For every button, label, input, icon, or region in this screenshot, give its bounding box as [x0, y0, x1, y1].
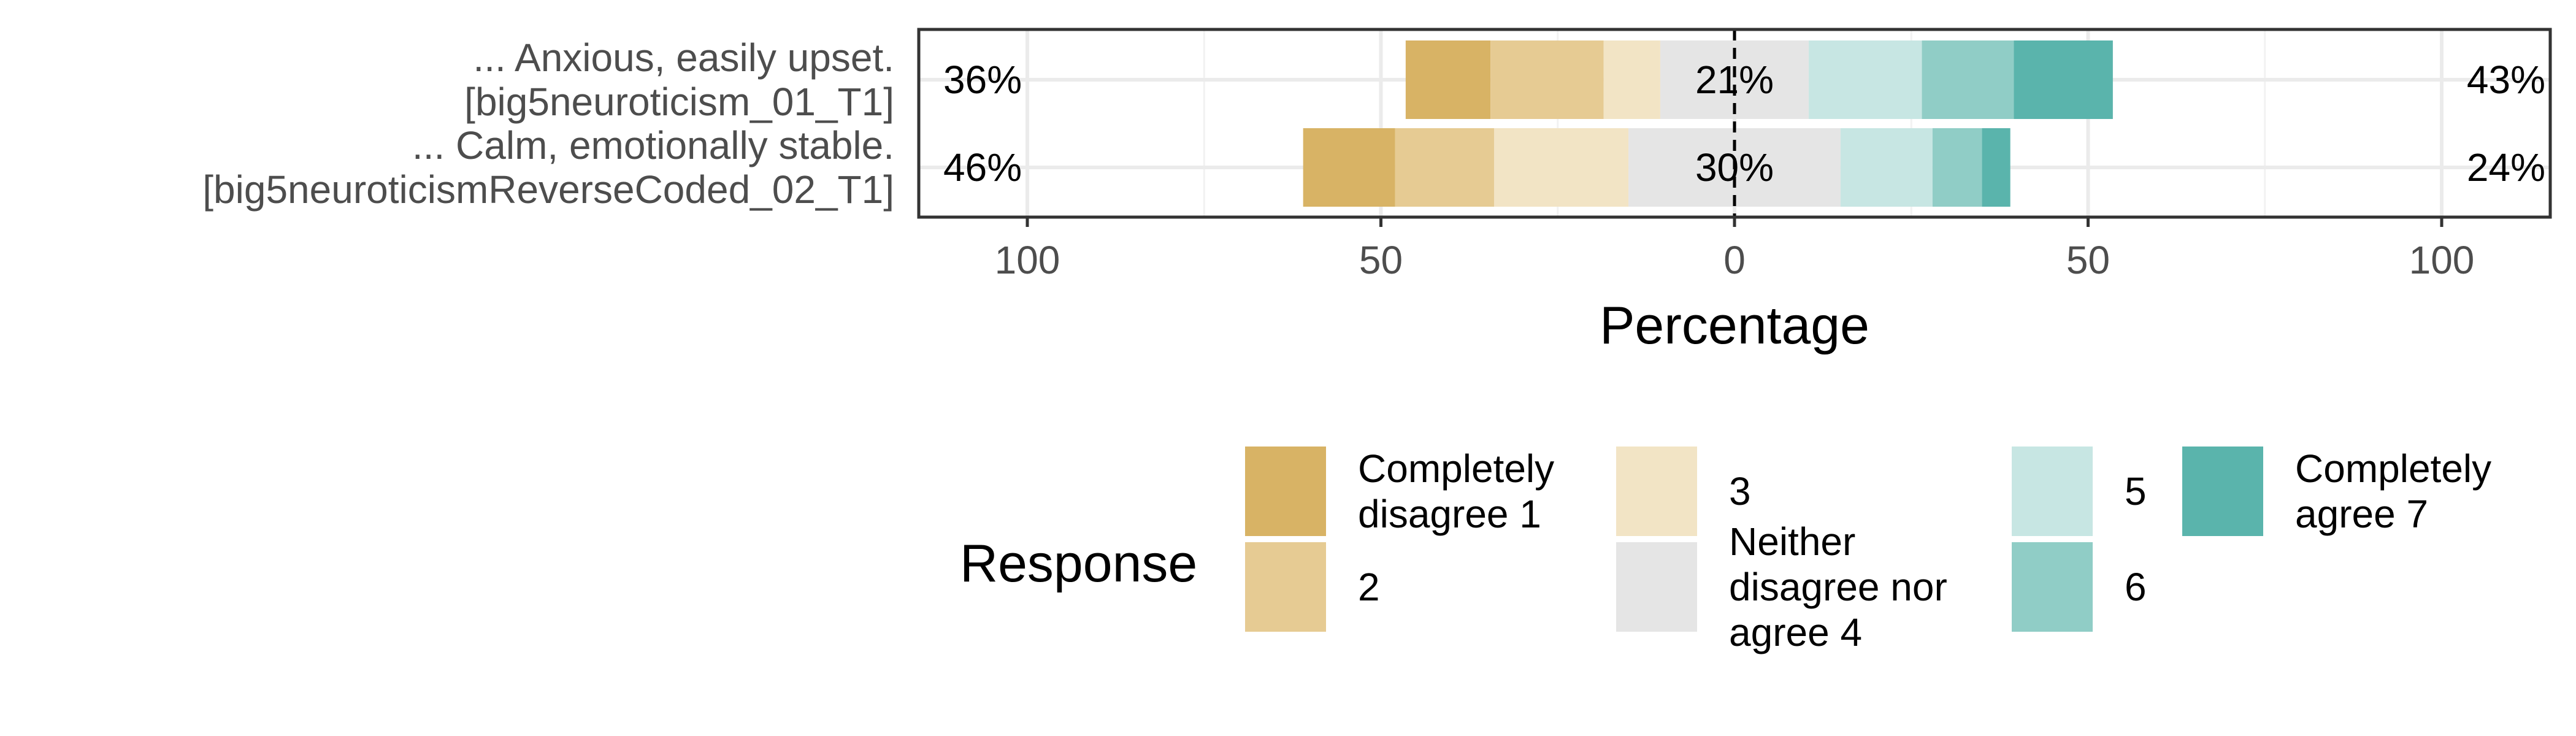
legend-label: Completely agree 7: [2295, 447, 2491, 536]
y-axis-labels: ... Anxious, easily upset. [big5neurotici…: [202, 36, 894, 212]
x-tick-label: 0: [1723, 238, 1746, 282]
x-tick-label: 50: [1359, 238, 1403, 282]
legend-label: Completely disagree 1: [1358, 447, 1554, 536]
legend-key: [1616, 447, 1697, 536]
center-percent-label: 21%: [1695, 58, 1774, 102]
legend-key: [2012, 447, 2093, 536]
legend-label: Neither disagree nor agree 4: [1729, 519, 1947, 654]
y-axis-label: ... Calm, emotionally stable. [big5neurot…: [202, 123, 894, 212]
x-axis: 100 50 0 50 100: [995, 217, 2475, 282]
bar-segment: [1303, 128, 1395, 207]
bar-segment: [1840, 128, 1933, 207]
legend-key: [1245, 542, 1326, 632]
legend: Response Completely disagree 1 2 3 Neither dis…: [960, 447, 2491, 654]
bar-segment: [1405, 40, 1491, 119]
x-axis-title: Percentage: [1600, 296, 1869, 355]
x-tick-label: 100: [2409, 238, 2475, 282]
bar-segment: [2014, 40, 2113, 119]
bar-segment: [1932, 128, 1982, 207]
right-percent-label: 24%: [2467, 145, 2545, 190]
bar-segment: [1490, 40, 1604, 119]
center-percent-label: 30%: [1695, 145, 1774, 190]
legend-label: 5: [2125, 469, 2147, 513]
x-tick-label: 100: [995, 238, 1060, 282]
bar-segment: [1395, 128, 1494, 207]
legend-key: [2012, 542, 2093, 632]
plot-panel: 36% 21% 43% 46% 30% 24%: [917, 28, 2552, 219]
y-axis-label: ... Anxious, easily upset. [big5neurotici…: [464, 36, 894, 124]
legend-key: [1616, 542, 1697, 632]
bar-segment: [1493, 128, 1629, 207]
right-percent-label: 43%: [2467, 58, 2545, 102]
legend-key: [2182, 447, 2263, 536]
legend-key: [1245, 447, 1326, 536]
left-percent-label: 46%: [943, 145, 1022, 190]
legend-label: 6: [2125, 565, 2147, 609]
bar-segment: [1982, 128, 2011, 207]
legend-label: 3: [1729, 469, 1751, 513]
bar-segment: [1603, 40, 1660, 119]
bar-segment: [1809, 40, 1922, 119]
bar-segment: [1922, 40, 2014, 119]
legend-title: Response: [960, 534, 1197, 593]
left-percent-label: 36%: [943, 58, 1022, 102]
legend-label: 2: [1358, 565, 1380, 609]
x-tick-label: 50: [2066, 238, 2110, 282]
